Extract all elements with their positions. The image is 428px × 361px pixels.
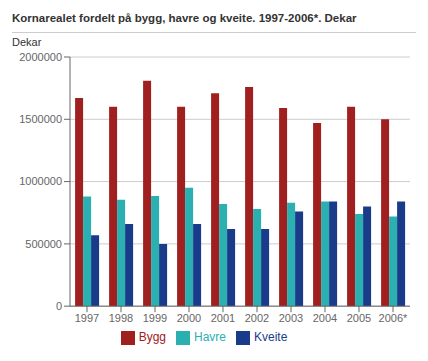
svg-text:2002: 2002 [245,312,269,324]
html-text:Bygg: Bygg [138,330,166,345]
svg-text:1997: 1997 [75,312,99,324]
svg-text:2004: 2004 [313,312,337,324]
html-text:Kveite: Kveite [254,330,288,345]
svg-text:500000: 500000 [25,238,62,250]
html-text:Havre: Havre [194,330,226,345]
svg-text:2001: 2001 [211,312,235,324]
svg-text:1999: 1999 [143,312,167,324]
svg-text:2003: 2003 [279,312,303,324]
html-text:Kornarealet fordelt på bygg, h: Kornarealet fordelt på bygg, havre og kv… [12,12,357,24]
svg-text:2006*: 2006* [379,312,408,324]
svg-text:0: 0 [56,300,62,312]
svg-text:2000000: 2000000 [19,51,62,63]
svg-text:1500000: 1500000 [19,113,62,125]
svg-text:1000000: 1000000 [19,175,62,187]
svg-text:1998: 1998 [109,312,133,324]
svg-text:2005: 2005 [347,312,371,324]
html-text:Dekar: Dekar [12,36,42,48]
svg-text:2000: 2000 [177,312,201,324]
